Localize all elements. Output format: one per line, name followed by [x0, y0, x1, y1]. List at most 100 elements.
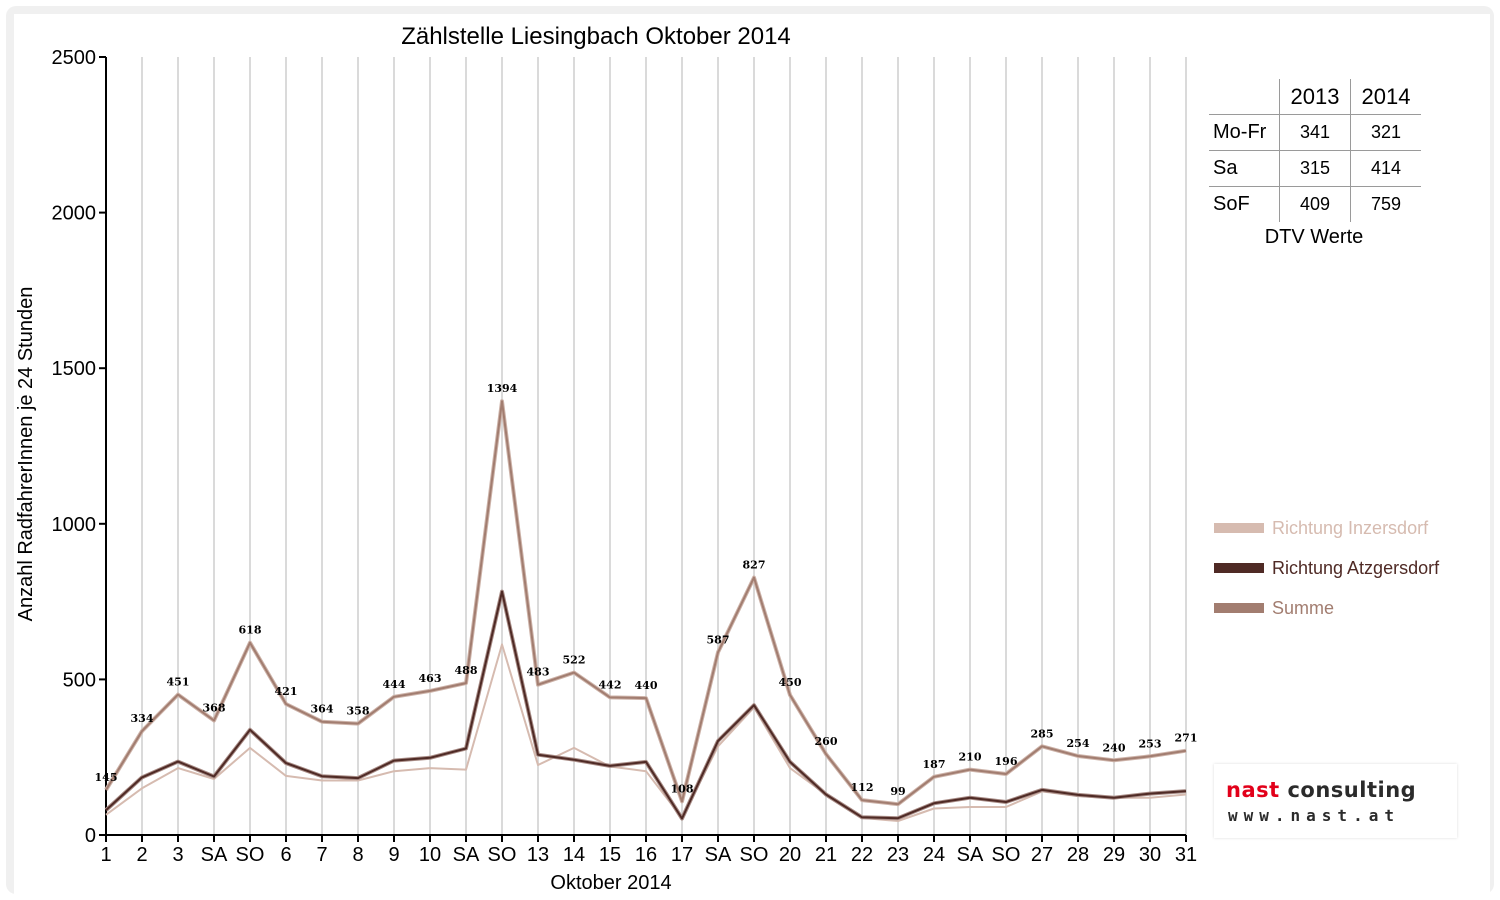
company-logo: nast consulting www.nast.at — [1214, 764, 1457, 838]
dtv-value: 341 — [1279, 114, 1351, 151]
data-label: 450 — [779, 676, 802, 689]
data-label: 285 — [1031, 727, 1054, 740]
x-tick-label: 30 — [1139, 844, 1161, 866]
x-tick-label: 1 — [100, 844, 111, 866]
data-label: 358 — [347, 705, 370, 718]
data-label: 451 — [167, 676, 190, 689]
legend-item-summe: Summe — [1214, 588, 1439, 628]
dtv-value: 414 — [1350, 150, 1421, 187]
data-label: 99 — [890, 785, 905, 798]
legend-label-atzgersdorf: Richtung Atzgersdorf — [1272, 557, 1440, 578]
x-tick-label: 2 — [136, 844, 147, 866]
x-tick-label: 7 — [316, 844, 327, 866]
dtv-value: 315 — [1279, 150, 1351, 187]
data-label: 196 — [995, 755, 1018, 768]
y-tick-label: 2500 — [52, 47, 97, 69]
y-tick-label: 0 — [85, 825, 96, 847]
dtv-table: 2013 2014 Mo-Fr 341 321 Sa 315 414 — [1209, 79, 1429, 249]
dtv-value: 321 — [1350, 114, 1421, 151]
data-label: 112 — [851, 781, 874, 794]
x-tick-label: 16 — [635, 844, 657, 866]
x-tick-label: 6 — [280, 844, 291, 866]
series-line-summe — [105, 400, 1187, 806]
data-label: 253 — [1139, 737, 1162, 750]
x-tick-label: 13 — [527, 844, 549, 866]
dtv-row-label: SoF — [1213, 193, 1250, 215]
dtv-value: 759 — [1350, 186, 1421, 222]
data-label: 442 — [599, 678, 622, 691]
legend-label-inzersdorf: Richtung Inzersdorf — [1272, 517, 1429, 538]
data-label: 145 — [95, 771, 118, 784]
data-label: 827 — [743, 559, 766, 572]
x-tick-label: 10 — [419, 844, 441, 866]
data-label: 187 — [923, 758, 946, 771]
x-tick-label: SO — [488, 844, 517, 866]
data-label: 444 — [383, 678, 406, 691]
dtv-corner-cell — [1209, 79, 1280, 115]
x-tick-label: 17 — [671, 844, 693, 866]
legend-item-inzersdorf: Richtung Inzersdorf — [1214, 508, 1439, 548]
dtv-row-sa: Sa 315 414 — [1209, 150, 1421, 187]
data-label: 488 — [455, 664, 478, 677]
x-axis-title: Oktober 2014 — [550, 872, 671, 894]
dtv-value: 409 — [1279, 186, 1351, 222]
x-tick-label: SA — [957, 844, 984, 866]
y-tick-label: 1000 — [52, 514, 97, 536]
x-tick-label: SO — [992, 844, 1021, 866]
logo-wordmark: nast consulting — [1226, 778, 1416, 802]
logo-website: www.nast.at — [1228, 806, 1400, 825]
y-tick-label: 1500 — [52, 358, 97, 380]
x-tick-label: 8 — [352, 844, 363, 866]
dtv-row-label: Sa — [1209, 150, 1280, 187]
x-tick-label: 29 — [1103, 844, 1125, 866]
y-tick-label: 500 — [63, 669, 96, 691]
x-tick-label: SA — [201, 844, 228, 866]
x-tick-label: 31 — [1175, 844, 1197, 866]
data-label: 260 — [815, 735, 838, 748]
x-tick-label: 24 — [923, 844, 945, 866]
data-label: 463 — [419, 672, 442, 685]
data-label: 334 — [131, 712, 154, 725]
x-tick-label: 27 — [1031, 844, 1053, 866]
dtv-row-sof: SoF 409 759 — [1209, 186, 1421, 222]
y-tick-label: 2000 — [52, 203, 97, 225]
logo-name-part1: nast — [1226, 778, 1280, 802]
data-label: 618 — [239, 624, 262, 637]
logo-name-part2: consulting — [1287, 778, 1417, 802]
x-tick-label: 9 — [388, 844, 399, 866]
x-tick-label: SA — [453, 844, 480, 866]
legend-label-summe: Summe — [1272, 597, 1335, 618]
legend-item-atzgersdorf: Richtung Atzgersdorf — [1214, 548, 1439, 588]
y-axis-title: Anzahl RadfahrerInnen je 24 Stunden — [15, 287, 37, 622]
data-label: 364 — [311, 703, 334, 716]
series-line-atzgersdorf — [105, 590, 1187, 820]
chart-title: Zählstelle Liesingbach Oktober 2014 — [401, 23, 791, 50]
x-tick-label: 23 — [887, 844, 909, 866]
data-label: 254 — [1067, 737, 1090, 750]
data-label: 522 — [563, 654, 586, 667]
data-label: 368 — [203, 701, 226, 714]
dtv-col-2013: 2013 — [1279, 79, 1351, 115]
chart-panel: 0 500 1000 1500 2000 2500 1 2 3 SA SO 6 7 8 9 10 SA SO 13 1… — [14, 14, 1490, 894]
data-label: 1394 — [487, 382, 518, 395]
dtv-row-mofr: Mo-Fr 341 321 — [1209, 114, 1421, 151]
data-label: 587 — [707, 633, 730, 646]
x-tick-label: 14 — [563, 844, 585, 866]
dtv-col-2014: 2014 — [1350, 79, 1421, 115]
x-tick-label: 21 — [815, 844, 837, 866]
dtv-header-row: 2013 2014 — [1209, 79, 1421, 115]
chart-frame: 0 500 1000 1500 2000 2500 1 2 3 SA SO 6 7 8 9 10 SA SO 13 1… — [6, 6, 1494, 894]
data-label: 240 — [1103, 741, 1126, 754]
series-line-inzersdorf — [105, 643, 1187, 822]
dtv-row-label: Mo-Fr — [1209, 114, 1280, 151]
legend-swatch-summe — [1214, 603, 1264, 613]
x-tick-label: 3 — [172, 844, 183, 866]
dtv-caption: DTV Werte — [1264, 226, 1364, 248]
data-label: 271 — [1175, 732, 1198, 745]
x-tick-label: 15 — [599, 844, 621, 866]
x-tick-label: 20 — [779, 844, 801, 866]
legend-swatch-inzersdorf — [1214, 523, 1264, 533]
data-label: 421 — [275, 685, 298, 698]
data-label: 440 — [635, 679, 658, 692]
